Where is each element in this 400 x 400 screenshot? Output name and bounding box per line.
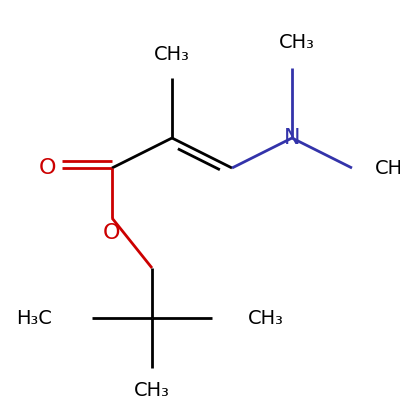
Text: CH₃: CH₃ — [134, 380, 170, 400]
Text: O: O — [103, 223, 121, 243]
Text: O: O — [39, 158, 57, 178]
Text: H₃C: H₃C — [16, 308, 52, 328]
Text: CH₃: CH₃ — [248, 308, 284, 328]
Text: N: N — [284, 128, 300, 148]
Text: CH₃: CH₃ — [154, 46, 190, 64]
Text: CH₃: CH₃ — [375, 158, 400, 178]
Text: CH₃: CH₃ — [279, 32, 315, 52]
